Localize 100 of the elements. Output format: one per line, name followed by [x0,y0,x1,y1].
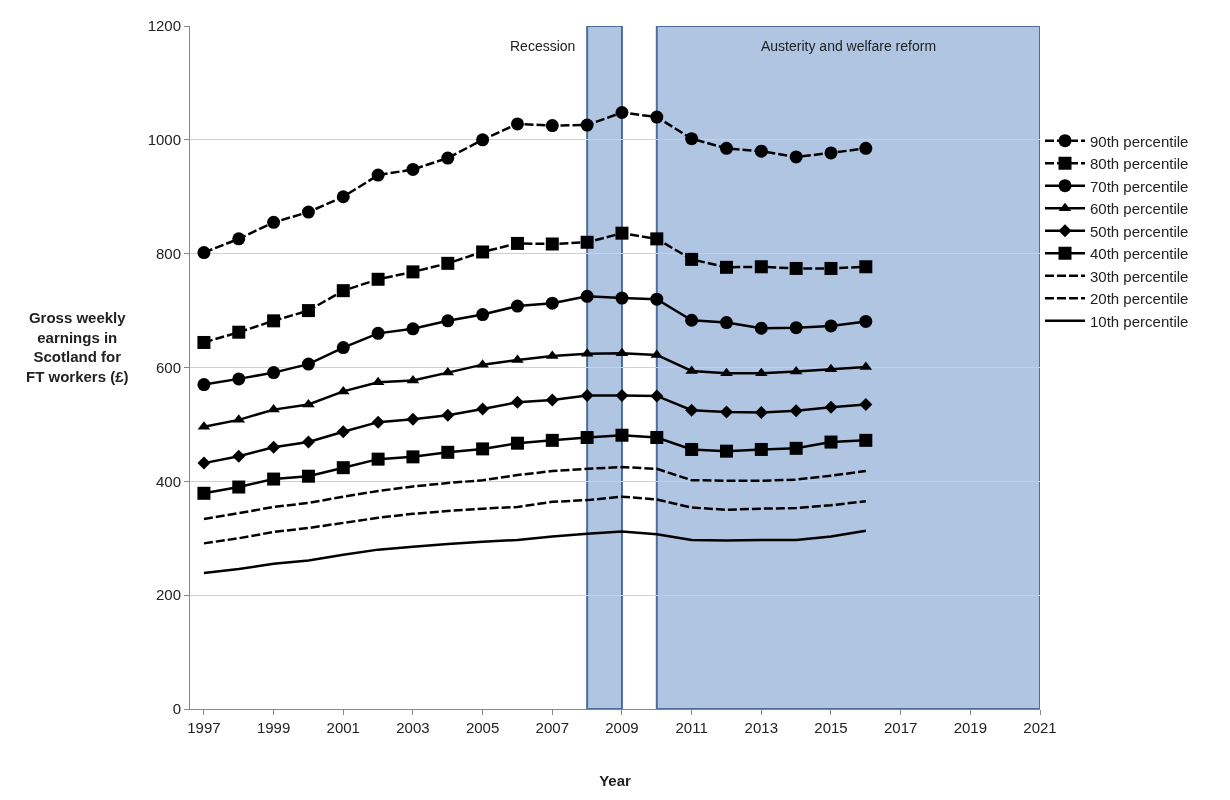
line-series [202,465,868,521]
x-tick-label: 2021 [1023,719,1057,736]
point [267,472,281,486]
point [371,452,385,466]
point [371,272,385,286]
point [371,326,385,340]
band-label: Recession [510,38,576,54]
point [545,119,559,133]
point [615,428,629,442]
legend-label: 50th percentile [1090,222,1189,240]
point [859,433,873,447]
point [824,400,838,414]
point [615,226,629,240]
legend-label: 60th percentile [1090,200,1189,217]
point [232,372,246,386]
point [789,321,803,335]
point [232,325,246,339]
legend-label: 30th percentile [1090,267,1189,285]
point [719,141,733,155]
point [336,425,350,439]
point [301,357,315,371]
point [406,265,420,279]
point [336,341,350,355]
point [789,150,803,164]
point [197,486,211,500]
x-tick-label: 2005 [465,719,500,736]
point [406,412,420,426]
point [545,393,559,407]
point [476,308,490,322]
point [336,385,350,395]
legend-label: 10th percentile [1090,312,1189,330]
point [615,347,629,357]
point [267,440,281,454]
point [476,245,490,259]
point [441,314,455,328]
point [510,395,524,409]
point [859,314,873,328]
point [301,469,315,483]
point [476,133,490,147]
point [685,442,699,456]
point [406,162,420,176]
point [580,289,594,303]
x-tick-label: 2013 [744,719,778,736]
x-axis-title: Year [599,772,632,789]
x-tick-label: 2019 [953,719,988,736]
point [441,445,455,459]
point [301,304,315,318]
point [406,450,420,464]
point [615,388,629,402]
point [545,296,559,310]
legend-label: 90th percentile [1090,132,1189,150]
point [267,366,281,380]
point [510,236,524,250]
point [685,403,699,417]
point [650,431,664,445]
point [685,313,699,327]
x-tick-label: 2007 [535,719,569,736]
point [197,378,211,392]
y-tick-label: 600 [155,358,181,376]
point [580,118,594,132]
point [545,237,559,251]
point [441,256,455,270]
point [615,106,629,119]
point [650,389,664,403]
point [232,449,246,463]
point [824,435,838,449]
legend-label: 70th percentile [1090,177,1189,195]
point [545,433,559,447]
point [650,110,664,124]
point [510,436,524,450]
x-tick-label: 1997 [187,719,221,736]
point [859,141,873,155]
point [510,117,524,131]
legend-label: 20th percentile [1090,290,1189,307]
y-tick-label: 800 [155,244,181,262]
point [859,398,873,411]
y-tick-label: 1000 [147,131,181,149]
point [197,246,211,260]
legend-label: 40th percentile [1090,245,1189,262]
point [371,168,385,182]
point [824,261,838,275]
x-tick-label: 2017 [883,719,918,736]
point [580,431,594,445]
y-tick-label: 1200 [147,17,181,35]
point [441,151,455,165]
point [476,442,490,456]
point [406,322,420,336]
x-tick-label: 2003 [396,719,430,736]
point [580,388,594,402]
line-series [202,529,868,575]
point [336,284,350,298]
point [441,408,455,422]
point [719,316,733,330]
point [510,299,524,313]
x-tick-label: 1999 [256,719,291,736]
y-tick-label: 400 [155,472,181,490]
x-tick-label: 2001 [326,719,360,736]
point [789,404,803,418]
legend-label: 80th percentile [1090,155,1189,172]
x-tick-label: 2015 [814,719,848,736]
